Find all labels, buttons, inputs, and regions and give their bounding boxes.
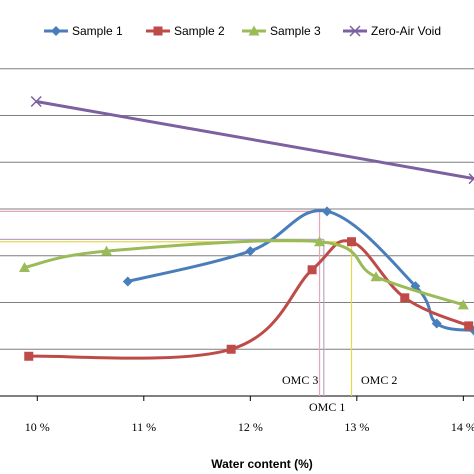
point-sample-2-1 — [24, 351, 34, 361]
point-sample-1-5 — [431, 318, 442, 329]
ref-label-omc-1: OMC 1 — [309, 400, 345, 414]
legend-marker-sample-2 — [153, 26, 163, 36]
legend-marker-sample-1 — [51, 26, 61, 36]
point-sample-3-1 — [18, 261, 30, 272]
legend-marker-sample-3 — [248, 25, 260, 36]
series-sample-2 — [24, 237, 474, 361]
point-sample-2-6 — [464, 321, 474, 331]
x-axis-label: Water content (%) — [211, 457, 313, 471]
point-sample-2-4 — [347, 237, 357, 247]
point-sample-3-2 — [101, 245, 113, 256]
point-sample-2-5 — [400, 293, 410, 303]
x-tick-label: 13 % — [344, 420, 369, 434]
ref-label-omc-2: OMC 2 — [361, 373, 397, 387]
legend-label-sample-3: Sample 3 — [270, 24, 321, 38]
ref-label-omc-3: OMC 3 — [282, 373, 318, 387]
point-sample-1-2 — [245, 246, 256, 257]
legend-marker-zero-air-void — [349, 25, 361, 37]
point-sample-3-4 — [370, 271, 382, 282]
chart-legend: Sample 1 Sample 2 Sample 3 Zero-Air Void — [44, 24, 441, 38]
chart-grid — [0, 68, 474, 350]
point-sample-3-3 — [314, 236, 326, 247]
legend-label-sample-1: Sample 1 — [72, 24, 123, 38]
x-axis-ticks: 10 % 11 % 12 % 13 % 14 % — [25, 396, 474, 434]
x-tick-label: 11 % — [132, 420, 157, 434]
point-sample-1-3 — [322, 206, 333, 217]
point-zero-air-void-2 — [468, 173, 474, 185]
series-sample-1 — [122, 206, 474, 336]
series-line-sample-1 — [127, 209, 474, 333]
point-sample-3-5 — [457, 299, 469, 310]
legend-label-zero-air-void: Zero-Air Void — [371, 24, 441, 38]
series-zero-air-void — [30, 95, 474, 185]
point-zero-air-void-1 — [30, 95, 42, 108]
x-tick-label: 12 % — [238, 420, 263, 434]
legend-label-sample-2: Sample 2 — [174, 24, 225, 38]
x-tick-label: 10 % — [25, 420, 50, 434]
series-line-zero-air-void — [35, 99, 474, 181]
series-sample-3 — [18, 236, 469, 310]
point-sample-2-2 — [226, 344, 236, 354]
point-sample-2-3 — [307, 265, 317, 275]
series-line-sample-3 — [24, 238, 464, 307]
point-sample-1-1 — [122, 276, 133, 287]
x-tick-label: 14 % — [451, 420, 474, 434]
chart-series — [18, 95, 474, 361]
